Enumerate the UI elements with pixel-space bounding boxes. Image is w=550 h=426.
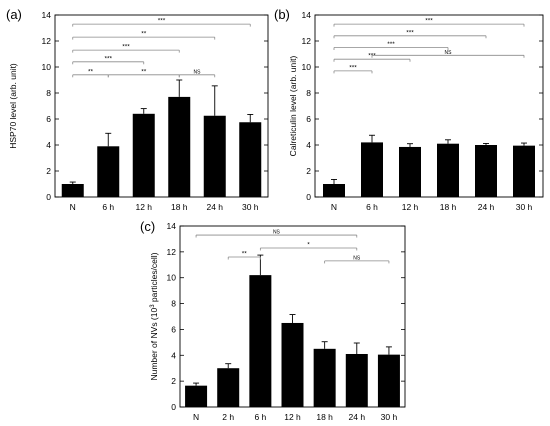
plot-frame <box>314 14 544 198</box>
y-tick-label: 8 <box>171 299 176 309</box>
x-tick-label: 6 h <box>254 412 266 422</box>
bar-30h <box>513 145 535 197</box>
y-tick-label: 4 <box>46 140 51 150</box>
significance-label: *** <box>349 64 357 71</box>
y-tick-label: 14 <box>302 10 312 20</box>
bar-6h <box>97 146 120 197</box>
significance-label: *** <box>425 18 433 25</box>
bar-N <box>61 184 84 197</box>
y-tick-label: 4 <box>171 350 176 360</box>
significance-label: NS <box>353 255 361 261</box>
y-tick-label: 10 <box>302 62 312 72</box>
y-tick-label: 6 <box>171 324 176 334</box>
significance-label: NS <box>445 50 453 56</box>
bar-24h <box>345 353 368 407</box>
x-tick-label: 30 h <box>516 202 533 212</box>
significance-label: ** <box>141 31 147 38</box>
x-tick-label: N <box>193 412 199 422</box>
x-tick-label: N <box>70 202 76 212</box>
significance-label: NS <box>273 230 281 236</box>
x-tick-label: N <box>331 202 337 212</box>
x-tick-label: 18 h <box>316 412 333 422</box>
y-axis-label-end: particles/cell) <box>149 252 159 304</box>
bar-2h <box>217 368 240 407</box>
x-tick-label: 12 h <box>402 202 419 212</box>
significance-label: *** <box>387 41 395 48</box>
y-tick-label: 8 <box>46 88 51 98</box>
bar-24h <box>475 145 497 197</box>
significance-label: *** <box>104 55 112 62</box>
y-axis-label-superscript: 3 <box>150 304 156 308</box>
significance-label: *** <box>122 44 130 51</box>
bar-N <box>323 184 345 197</box>
y-tick-label: 0 <box>171 402 176 412</box>
plot-frame <box>54 14 269 198</box>
y-tick-label: 10 <box>167 273 177 283</box>
x-tick-label: 6 h <box>102 202 114 212</box>
y-tick-label: 2 <box>46 166 51 176</box>
x-tick-label: 6 h <box>366 202 378 212</box>
x-tick-label: 24 h <box>206 202 223 212</box>
panel-label: (c) <box>140 219 155 234</box>
bar-18h <box>313 348 336 407</box>
bar-6h <box>361 142 383 197</box>
x-tick-label: 30 h <box>381 412 398 422</box>
x-tick-label: 12 h <box>135 202 152 212</box>
bar-30h <box>239 122 262 197</box>
bar-18h <box>437 143 459 197</box>
bar-6h <box>249 275 272 407</box>
panel-label: (b) <box>274 7 290 22</box>
bar-12h <box>132 113 155 197</box>
significance-label: *** <box>406 29 414 36</box>
y-tick-label: 12 <box>302 36 312 46</box>
y-tick-label: 2 <box>171 376 176 386</box>
bar-30h <box>377 354 400 407</box>
y-tick-label: 14 <box>167 221 177 231</box>
y-tick-label: 6 <box>46 114 51 124</box>
bar-24h <box>203 115 226 197</box>
significance-label: NS <box>194 69 202 75</box>
x-tick-label: 30 h <box>242 202 259 212</box>
significance-label: ** <box>141 68 147 75</box>
chart-panel-2: 0 2 4 6 8 10 12 14 N 6 h 12 h 18 h 24 h 30 h *** *** ***… <box>274 7 544 212</box>
y-axis-label: HSP70 level (arb. unit) <box>8 63 18 149</box>
y-tick-label: 12 <box>42 36 52 46</box>
y-axis-label: Number of NVs (103 particles/cell) <box>149 252 159 380</box>
y-tick-label: 2 <box>306 166 311 176</box>
y-tick-label: 8 <box>306 88 311 98</box>
x-tick-label: 18 h <box>171 202 188 212</box>
bar-12h <box>281 322 304 407</box>
bar-18h <box>168 96 191 197</box>
significance-label: * <box>307 241 310 248</box>
significance-label: ** <box>88 68 94 75</box>
y-tick-label: 6 <box>306 114 311 124</box>
y-tick-label: 0 <box>306 192 311 202</box>
bar-N <box>185 385 208 407</box>
y-tick-label: 14 <box>42 10 52 20</box>
y-tick-label: 10 <box>42 62 52 72</box>
x-tick-label: 12 h <box>284 412 301 422</box>
bar-12h <box>399 146 421 197</box>
panel-label: (a) <box>6 7 22 22</box>
y-axis-label: Calreticulin level (arb. unit) <box>288 56 298 157</box>
significance-label: ** <box>242 251 248 258</box>
x-tick-label: 24 h <box>349 412 366 422</box>
significance-label: *** <box>158 18 166 25</box>
x-tick-label: 2 h <box>222 412 234 422</box>
x-tick-label: 18 h <box>440 202 457 212</box>
y-tick-label: 0 <box>46 192 51 202</box>
x-tick-label: 24 h <box>478 202 495 212</box>
y-tick-label: 4 <box>306 140 311 150</box>
y-tick-label: 12 <box>167 247 177 257</box>
